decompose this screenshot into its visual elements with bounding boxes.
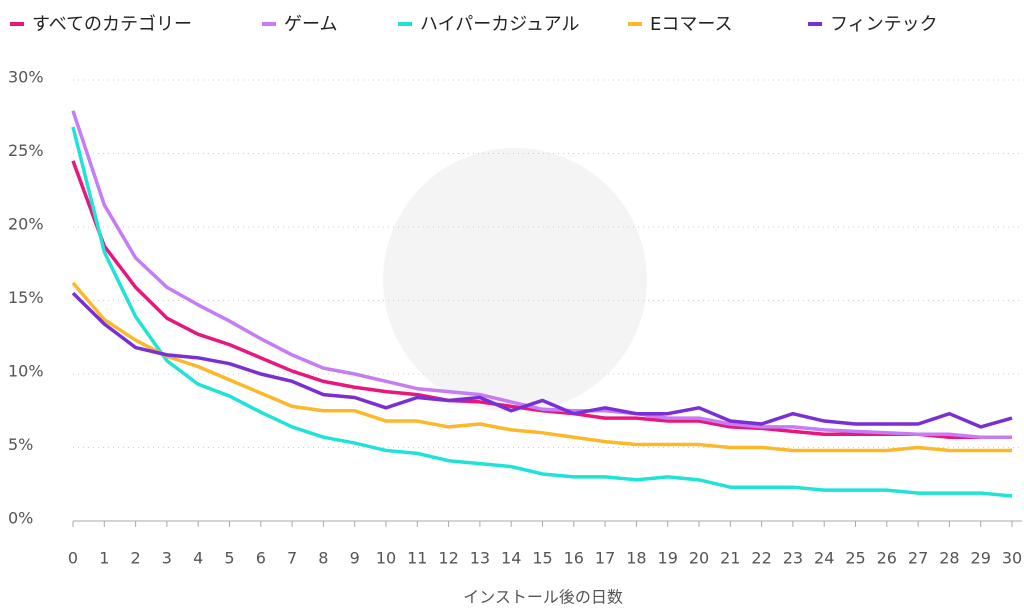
- x-tick-label: 3: [162, 549, 172, 568]
- x-tick-label: 1: [99, 549, 109, 568]
- x-tick-label: 13: [470, 549, 490, 568]
- x-tick-label: 11: [407, 549, 427, 568]
- watermark: [383, 148, 647, 412]
- x-tick-label: 28: [939, 549, 959, 568]
- x-tick-label: 20: [689, 549, 709, 568]
- x-axis-label: インストール後の日数: [463, 588, 623, 607]
- x-tick-label: 25: [845, 549, 865, 568]
- y-tick-label: 10%: [8, 362, 44, 381]
- x-tick-label: 27: [908, 549, 928, 568]
- x-tick-label: 21: [720, 549, 740, 568]
- series-line: [71, 281, 1012, 453]
- x-tick-label: 17: [595, 549, 615, 568]
- x-tick-label: 14: [501, 549, 521, 568]
- y-tick-label: 25%: [8, 141, 44, 160]
- series-line: [71, 291, 1013, 429]
- x-tick-label: 7: [287, 549, 297, 568]
- x-tick-label: 22: [751, 549, 771, 568]
- y-tick-label: 5%: [8, 435, 33, 454]
- x-tick-label: 16: [564, 549, 584, 568]
- x-tick-label: 30: [1002, 549, 1022, 568]
- y-tick-label: 30%: [8, 68, 44, 87]
- legend-label: ハイパーカジュアル: [420, 14, 579, 35]
- y-tick-label: 20%: [8, 215, 44, 234]
- series-line: [71, 110, 1012, 439]
- x-tick-label: 19: [658, 549, 678, 568]
- y-tick-label: 0%: [8, 509, 33, 528]
- legend-label: Eコマース: [650, 14, 732, 35]
- x-tick-label: 4: [193, 549, 203, 568]
- x-tick-label: 2: [131, 549, 141, 568]
- x-tick-label: 0: [68, 549, 78, 568]
- x-tick-label: 15: [532, 549, 552, 568]
- x-tick-label: 12: [438, 549, 458, 568]
- x-tick-label: 9: [350, 549, 360, 568]
- x-tick-label: 8: [318, 549, 328, 568]
- x-tick-label: 24: [814, 549, 834, 568]
- x-tick-label: 10: [376, 549, 396, 568]
- x-tick-label: 5: [224, 549, 234, 568]
- x-tick-label: 23: [783, 549, 803, 568]
- x-tick-label: 26: [877, 549, 897, 568]
- legend-label: すべてのカテゴリー: [32, 14, 192, 35]
- series-line: [71, 126, 1013, 498]
- x-tick-label: 6: [256, 549, 266, 568]
- y-tick-label: 15%: [8, 288, 44, 307]
- legend-label: フィンテック: [830, 14, 938, 35]
- x-tick-label: 29: [971, 549, 991, 568]
- x-tick-label: 18: [626, 549, 646, 568]
- legend-label: ゲーム: [284, 14, 337, 35]
